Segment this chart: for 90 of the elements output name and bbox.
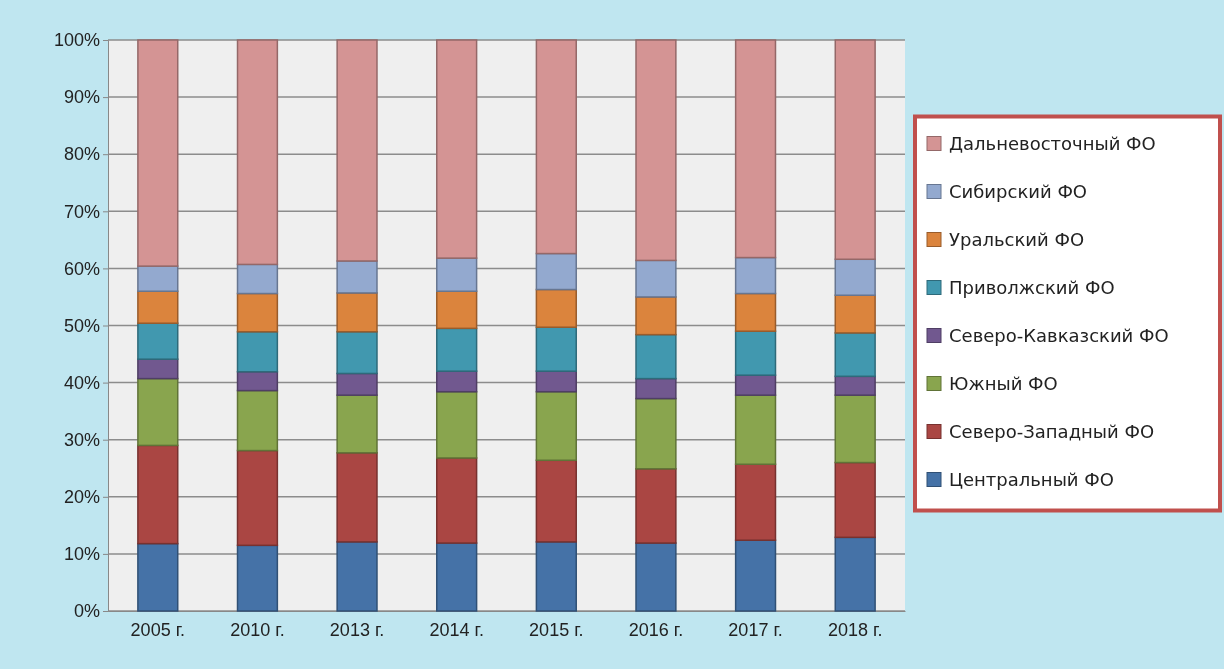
y-tick-label: 70% — [63, 201, 100, 222]
legend-label: Южный ФО — [949, 372, 1058, 394]
bar — [635, 397, 677, 470]
bar — [535, 252, 577, 291]
bar — [535, 326, 577, 372]
bar — [734, 394, 777, 465]
bar — [436, 370, 478, 393]
bar — [436, 327, 478, 372]
y-tick-label: 0% — [73, 601, 100, 622]
bar — [137, 358, 179, 380]
bar — [635, 542, 677, 612]
legend-label: Северо-Западный ФО — [949, 420, 1155, 442]
y-tick-label: 50% — [63, 315, 100, 336]
bar — [436, 39, 478, 259]
bar — [137, 39, 179, 267]
bar — [236, 292, 279, 333]
bar — [834, 258, 876, 296]
bar — [734, 330, 777, 376]
y-tick-label: 40% — [63, 372, 100, 393]
bar — [336, 394, 378, 454]
bar — [734, 256, 777, 295]
bar — [236, 39, 279, 266]
bar — [635, 39, 677, 262]
bar — [336, 372, 378, 396]
x-tick-label: 2010 г. — [230, 619, 285, 640]
legend-label: Уральский ФО — [949, 228, 1085, 250]
bar — [635, 468, 677, 544]
legend-label: Северо-Кавказский ФО — [949, 324, 1169, 346]
bar — [734, 539, 777, 612]
bar — [336, 260, 378, 294]
x-tick-label: 2013 г. — [329, 619, 385, 640]
bar — [535, 39, 577, 255]
bar — [436, 290, 478, 330]
bar — [834, 394, 876, 464]
x-tick-label: 2015 г. — [529, 619, 584, 640]
bar — [734, 463, 777, 541]
bar — [436, 257, 478, 292]
y-tick-label: 100% — [53, 30, 100, 51]
y-tick-label: 90% — [63, 87, 100, 108]
legend-label: Центральный ФО — [949, 468, 1114, 490]
x-tick-label: 2018 г. — [827, 619, 883, 640]
bar — [336, 541, 378, 612]
y-tick-label: 60% — [63, 258, 100, 279]
bar — [236, 544, 279, 612]
bar — [137, 265, 179, 292]
bar — [834, 461, 876, 539]
bar — [336, 39, 378, 262]
bar — [137, 377, 179, 447]
bar — [834, 536, 876, 612]
x-tick-label: 2017 г. — [728, 619, 783, 640]
bar — [137, 444, 179, 545]
bar — [336, 331, 378, 375]
x-tick-label: 2014 г. — [429, 619, 484, 640]
bar — [635, 377, 677, 400]
bar — [236, 263, 279, 295]
bar — [236, 449, 279, 547]
bar — [834, 332, 876, 378]
bar — [535, 288, 577, 328]
bar — [535, 541, 577, 612]
bar — [535, 370, 577, 393]
bar — [436, 542, 478, 612]
bar — [535, 459, 577, 543]
x-tick-label: 2016 г. — [628, 619, 684, 640]
y-tick-label: 30% — [63, 429, 100, 450]
bar — [236, 389, 279, 452]
bar — [635, 333, 677, 380]
y-tick-label: 80% — [63, 144, 100, 165]
bar — [137, 290, 179, 324]
bar — [834, 375, 876, 396]
bar — [436, 390, 478, 459]
legend-label: Сибирский ФО — [949, 180, 1088, 202]
bar — [137, 322, 179, 360]
bar — [734, 39, 777, 259]
bar — [137, 542, 179, 612]
bar — [436, 457, 478, 544]
bar — [336, 292, 378, 333]
y-tick-label: 20% — [63, 487, 100, 508]
bar — [834, 294, 876, 334]
bar — [635, 296, 677, 336]
x-tick-label: 2005 г. — [130, 619, 186, 640]
bar — [535, 390, 577, 462]
legend-label: Дальневосточный ФО — [949, 132, 1156, 154]
bar — [336, 452, 378, 543]
bar — [834, 39, 876, 261]
bar — [734, 374, 777, 396]
bar — [236, 331, 279, 373]
bar — [635, 259, 677, 298]
bar — [734, 292, 777, 332]
y-tick-label: 10% — [63, 544, 100, 565]
legend-label: Приволжский ФО — [949, 276, 1115, 298]
